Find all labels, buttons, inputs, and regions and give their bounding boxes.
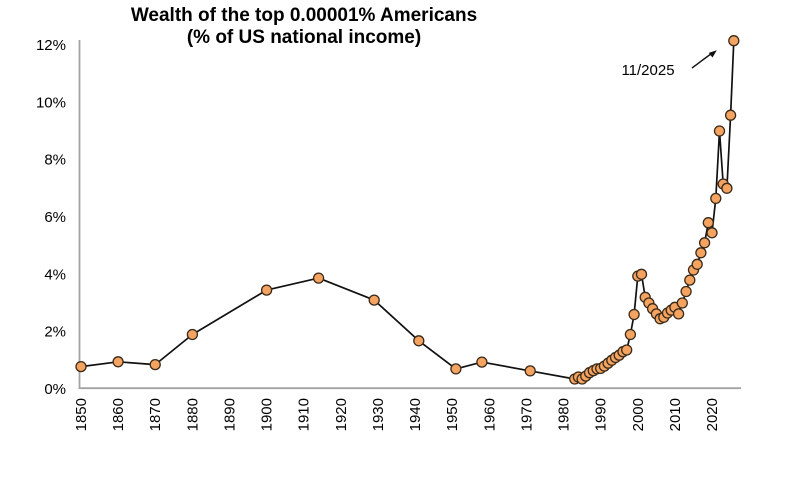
- data-point: [728, 35, 740, 47]
- data-point: [702, 217, 714, 229]
- y-tick-label: 2%: [44, 324, 66, 341]
- data-point: [524, 365, 536, 377]
- data-point: [149, 358, 161, 371]
- data-point: [710, 192, 722, 205]
- y-tick-label: 12%: [36, 37, 66, 54]
- annotation-arrow: [691, 53, 712, 69]
- data-point: [260, 284, 273, 296]
- data-point: [621, 344, 633, 356]
- x-tick-label: 2000: [630, 398, 647, 431]
- chart-title-line2: (% of US national income): [186, 27, 422, 48]
- x-tick-label: 2020: [704, 398, 721, 431]
- x-tick-label: 1850: [73, 398, 90, 431]
- x-tick-label: 1910: [296, 398, 313, 431]
- x-tick-label: 1970: [518, 398, 535, 431]
- data-point: [450, 363, 462, 375]
- data-point: [706, 227, 718, 239]
- x-tick-label: 1940: [407, 398, 424, 431]
- data-point: [724, 109, 737, 121]
- x-tick-label: 1860: [110, 398, 127, 431]
- y-tick-label: 10%: [36, 94, 66, 111]
- data-line: [80, 40, 735, 380]
- y-tick-label: 6%: [44, 209, 66, 226]
- x-tick-label: 2010: [667, 398, 684, 431]
- x-tick-label: 1870: [147, 398, 164, 431]
- x-tick-label: 1980: [556, 398, 573, 431]
- annotation-label: 11/2025: [621, 62, 675, 79]
- data-point: [75, 360, 87, 373]
- x-tick-label: 1900: [259, 398, 276, 431]
- data-point: [628, 308, 640, 321]
- data-point: [680, 285, 692, 298]
- data-point: [721, 182, 733, 194]
- data-point: [676, 297, 688, 309]
- data-point: [312, 272, 325, 284]
- data-point: [635, 268, 648, 280]
- y-tick-label: 8%: [44, 152, 66, 169]
- x-tick-label: 1960: [481, 398, 498, 431]
- x-tick-label: 1920: [333, 398, 350, 431]
- x-tick-label: 1890: [221, 398, 238, 431]
- data-point: [672, 308, 685, 320]
- data-point: [684, 274, 696, 286]
- chart-title: Wealth of the top 0.00001% Americans (% …: [90, 5, 518, 49]
- data-point: [476, 356, 488, 368]
- data-point: [695, 247, 707, 259]
- chart-title-line1: Wealth of the top 0.00001% Americans: [130, 5, 478, 26]
- x-tick-label: 1950: [444, 398, 461, 431]
- x-tick-label: 1880: [184, 398, 201, 431]
- data-point: [698, 237, 711, 249]
- y-tick-label: 0%: [44, 381, 66, 398]
- data-point: [413, 335, 425, 347]
- x-tick-label: 1930: [370, 398, 387, 431]
- annotation-arrowhead: [708, 50, 717, 58]
- data-point: [691, 258, 703, 270]
- data-point: [112, 356, 124, 368]
- data-point: [624, 328, 637, 341]
- y-tick-label: 4%: [44, 266, 66, 283]
- x-tick-label: 1990: [593, 398, 610, 431]
- data-point: [713, 125, 726, 137]
- data-point: [186, 328, 199, 341]
- data-point: [368, 294, 380, 306]
